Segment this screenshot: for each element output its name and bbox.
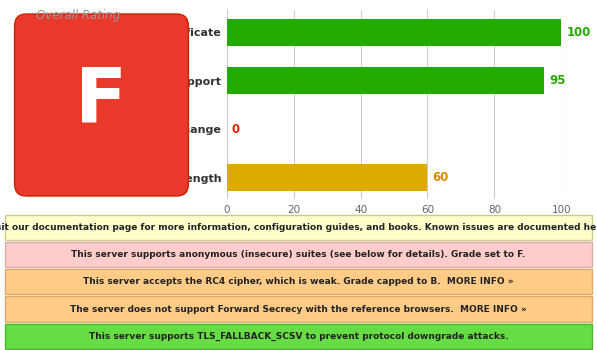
Bar <box>227 19 561 46</box>
FancyBboxPatch shape <box>5 215 592 240</box>
FancyBboxPatch shape <box>5 242 592 267</box>
Text: 95: 95 <box>549 74 566 87</box>
Text: F: F <box>75 64 128 139</box>
Text: 0: 0 <box>232 123 240 136</box>
Text: This server supports anonymous (insecure) suites (see below for details). Grade : This server supports anonymous (insecure… <box>72 250 525 259</box>
FancyBboxPatch shape <box>5 296 592 322</box>
Text: Overall Rating: Overall Rating <box>36 9 119 22</box>
Bar <box>227 68 544 94</box>
FancyBboxPatch shape <box>5 324 592 349</box>
Bar <box>227 164 427 191</box>
Text: This server accepts the RC4 cipher, which is weak. Grade capped to B.  MORE INFO: This server accepts the RC4 cipher, whic… <box>83 277 514 286</box>
FancyBboxPatch shape <box>14 14 189 196</box>
Text: The server does not support Forward Secrecy with the reference browsers.  MORE I: The server does not support Forward Secr… <box>70 304 527 314</box>
FancyBboxPatch shape <box>5 269 592 294</box>
Text: 100: 100 <box>566 26 590 39</box>
Text: Visit our documentation page for more information, configuration guides, and boo: Visit our documentation page for more in… <box>0 223 597 232</box>
Text: 60: 60 <box>432 171 449 184</box>
Text: This server supports TLS_FALLBACK_SCSV to prevent protocol downgrade attacks.: This server supports TLS_FALLBACK_SCSV t… <box>89 332 508 341</box>
